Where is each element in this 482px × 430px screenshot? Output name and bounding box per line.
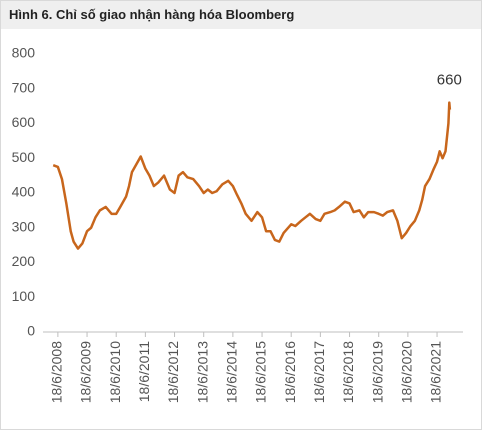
x-tick-label: 18/6/2015 (253, 341, 269, 403)
y-tick-label: 400 (12, 184, 36, 200)
y-tick-label: 600 (12, 114, 36, 130)
x-tick-label: 18/6/2011 (136, 341, 152, 402)
x-tick-label: 18/6/2010 (107, 341, 123, 403)
x-tick-label: 18/6/2008 (49, 341, 65, 403)
y-tick-label: 500 (12, 149, 36, 165)
x-tick-label: 18/6/2021 (428, 341, 444, 403)
y-tick-label: 0 (27, 323, 35, 339)
chart-title: Hình 6. Chỉ số giao nhận hàng hóa Bloomb… (1, 1, 481, 29)
x-tick-label: 18/6/2012 (165, 341, 181, 403)
x-tick-label: 18/6/2019 (369, 341, 385, 403)
x-tick-label: 18/6/2014 (224, 341, 240, 403)
x-tick-label: 18/6/2018 (340, 341, 356, 403)
x-tick-label: 18/6/2009 (78, 341, 94, 403)
x-tick-label: 18/6/2013 (194, 341, 210, 403)
x-tick-label: 18/6/2016 (282, 341, 298, 403)
line-series (52, 101, 452, 250)
y-tick-label: 100 (12, 288, 36, 304)
y-tick-label: 200 (12, 253, 36, 269)
x-tick-label: 18/6/2017 (311, 341, 327, 403)
y-tick-label: 700 (12, 79, 36, 95)
y-tick-label: 300 (12, 218, 36, 234)
x-tick-label: 18/6/2020 (399, 341, 415, 403)
annotation: 660 (437, 72, 462, 89)
y-tick-label: 800 (12, 45, 36, 61)
